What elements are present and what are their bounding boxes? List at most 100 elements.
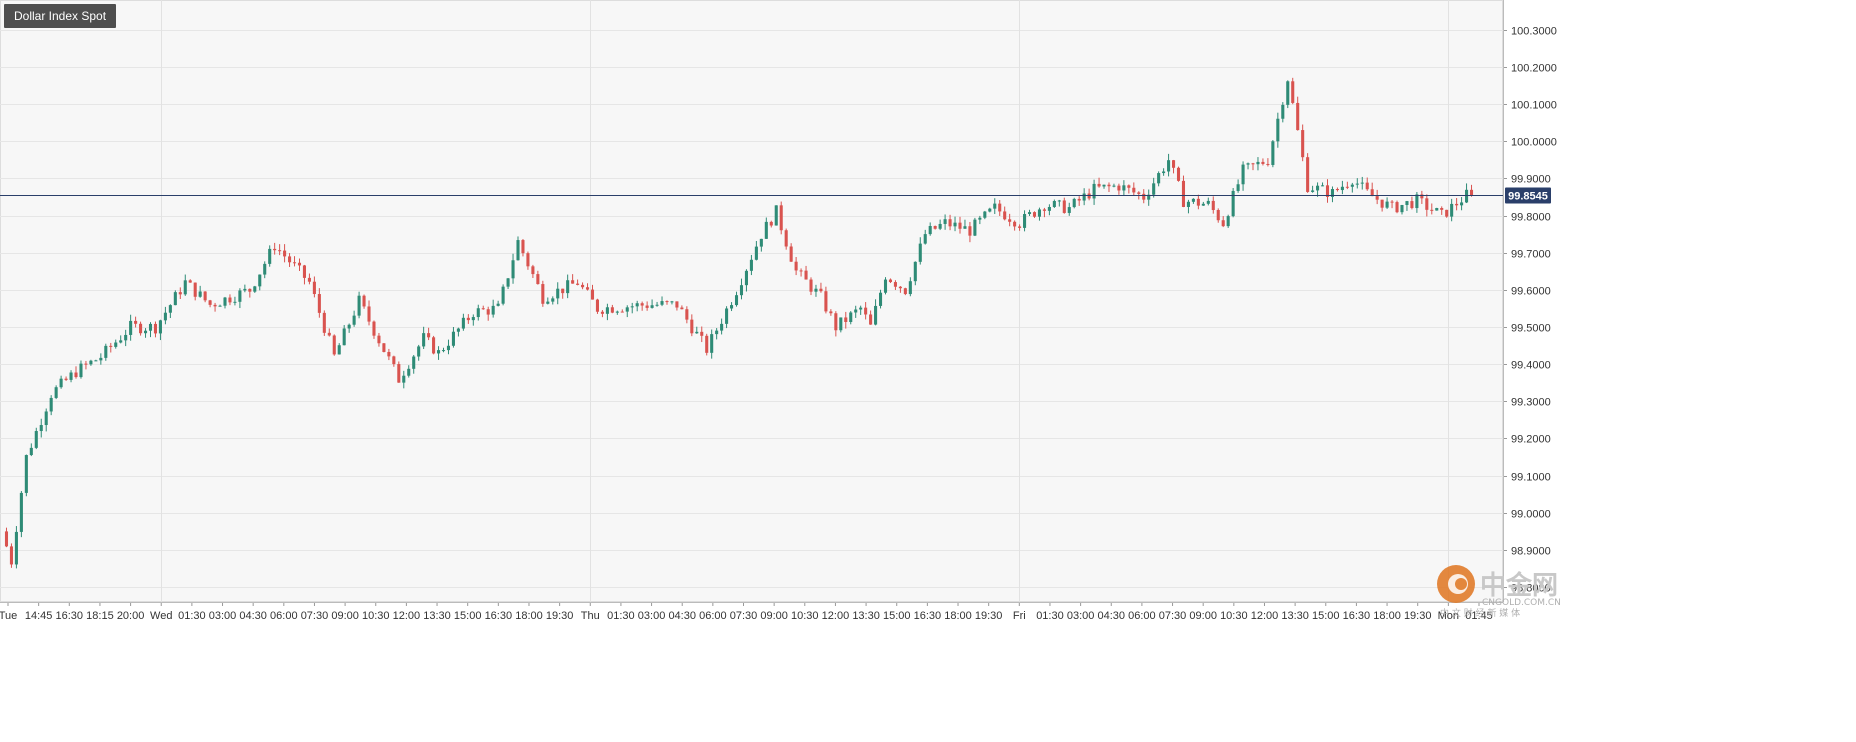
candle-body	[615, 311, 619, 313]
candle-down	[1370, 182, 1374, 197]
candle-body	[958, 222, 962, 229]
y-tick-label: 98.9000	[1511, 546, 1551, 558]
x-tick-label: 18:00	[1373, 610, 1401, 622]
candle-up	[124, 329, 128, 347]
candle-up	[1191, 198, 1195, 204]
candle-down	[1440, 206, 1444, 215]
candle-body	[19, 492, 23, 532]
candle-up	[1276, 112, 1280, 148]
candle-down	[541, 280, 545, 307]
x-tick-label: Thu	[581, 610, 600, 622]
candle-down	[134, 316, 138, 328]
candle-body	[1097, 183, 1101, 187]
candle-up	[1400, 204, 1404, 215]
candle-body	[561, 288, 565, 294]
candle-down	[292, 256, 297, 267]
candle-body	[29, 447, 33, 456]
candle-body	[1196, 198, 1200, 206]
candle-body	[1037, 209, 1041, 217]
plot-area	[0, 0, 1503, 602]
candle-body	[362, 295, 366, 307]
candle-body	[1375, 196, 1379, 200]
candle-body	[94, 360, 98, 362]
candle-body	[243, 288, 247, 291]
candle-down	[188, 279, 192, 283]
candle-down	[392, 355, 396, 367]
candle-body	[208, 300, 212, 305]
candle-body	[263, 263, 267, 275]
candle-down	[769, 220, 773, 228]
candle-body	[342, 328, 346, 346]
candle-down	[297, 258, 302, 271]
candle-up	[1112, 183, 1116, 188]
candle-body	[1345, 186, 1349, 188]
candle-up	[1167, 153, 1171, 177]
candle-body	[625, 307, 629, 312]
candle-up	[49, 395, 53, 416]
candle-body	[918, 243, 922, 262]
x-tick-label: 09:00	[1189, 610, 1217, 622]
candle-down	[1395, 200, 1399, 214]
candle-body	[486, 309, 490, 315]
candle-body	[491, 305, 495, 315]
candle-down	[1181, 175, 1186, 208]
x-tick-label: 16:30	[56, 610, 84, 622]
candle-body	[79, 363, 83, 378]
candle-up	[1201, 201, 1205, 206]
candle-body	[660, 301, 664, 305]
candle-down	[834, 311, 838, 337]
candle-body	[923, 234, 927, 244]
candle-body	[153, 323, 158, 334]
candle-up	[744, 269, 748, 292]
candle-up	[1450, 198, 1454, 222]
candle-down	[1097, 177, 1101, 188]
x-tick-label: 10:30	[362, 610, 390, 622]
x-tick-label: 07:30	[730, 610, 758, 622]
candle-body	[1241, 164, 1245, 185]
candle-body	[1157, 173, 1161, 184]
x-tick-label: 15:00	[454, 610, 482, 622]
candle-body	[501, 286, 505, 304]
candle-body	[531, 266, 535, 275]
candle-down	[1445, 209, 1449, 218]
candle-body	[1057, 200, 1061, 202]
candle-up	[198, 285, 202, 298]
candle-body	[402, 375, 406, 383]
x-tick-label: 10:30	[791, 610, 819, 622]
candle-body	[645, 305, 649, 308]
x-tick-label: 18:15	[86, 610, 114, 622]
candle-up	[1316, 182, 1320, 197]
candle-body	[1380, 199, 1384, 208]
candle-up	[859, 305, 863, 315]
candle-down	[139, 321, 143, 336]
candle-up	[19, 491, 23, 538]
candle-down	[640, 301, 644, 311]
candle-up	[854, 305, 858, 318]
x-tick-label: 03:00	[1067, 610, 1095, 622]
candle-up	[1465, 183, 1469, 204]
candle-down	[680, 305, 684, 310]
candle-body	[764, 221, 768, 239]
candle-body	[441, 350, 446, 352]
candle-body	[1117, 185, 1121, 191]
candle-body	[973, 219, 977, 236]
candle-body	[869, 314, 873, 325]
candle-body	[670, 301, 674, 303]
candle-up	[546, 297, 550, 305]
candle-up	[670, 300, 674, 305]
candle-up	[183, 274, 187, 296]
candle-body	[1435, 208, 1439, 211]
candle-body	[1147, 194, 1151, 200]
candle-body	[883, 279, 888, 293]
candle-body	[963, 226, 967, 229]
candle-body	[1266, 163, 1270, 165]
candle-up	[501, 284, 505, 306]
candle-body	[1465, 189, 1469, 203]
candle-up	[605, 303, 609, 321]
candle-body	[109, 345, 113, 347]
x-tick-label: 19:30	[975, 610, 1003, 622]
current-price-badge	[1505, 187, 1551, 204]
candle-down	[228, 294, 232, 306]
candle-up	[24, 454, 28, 497]
